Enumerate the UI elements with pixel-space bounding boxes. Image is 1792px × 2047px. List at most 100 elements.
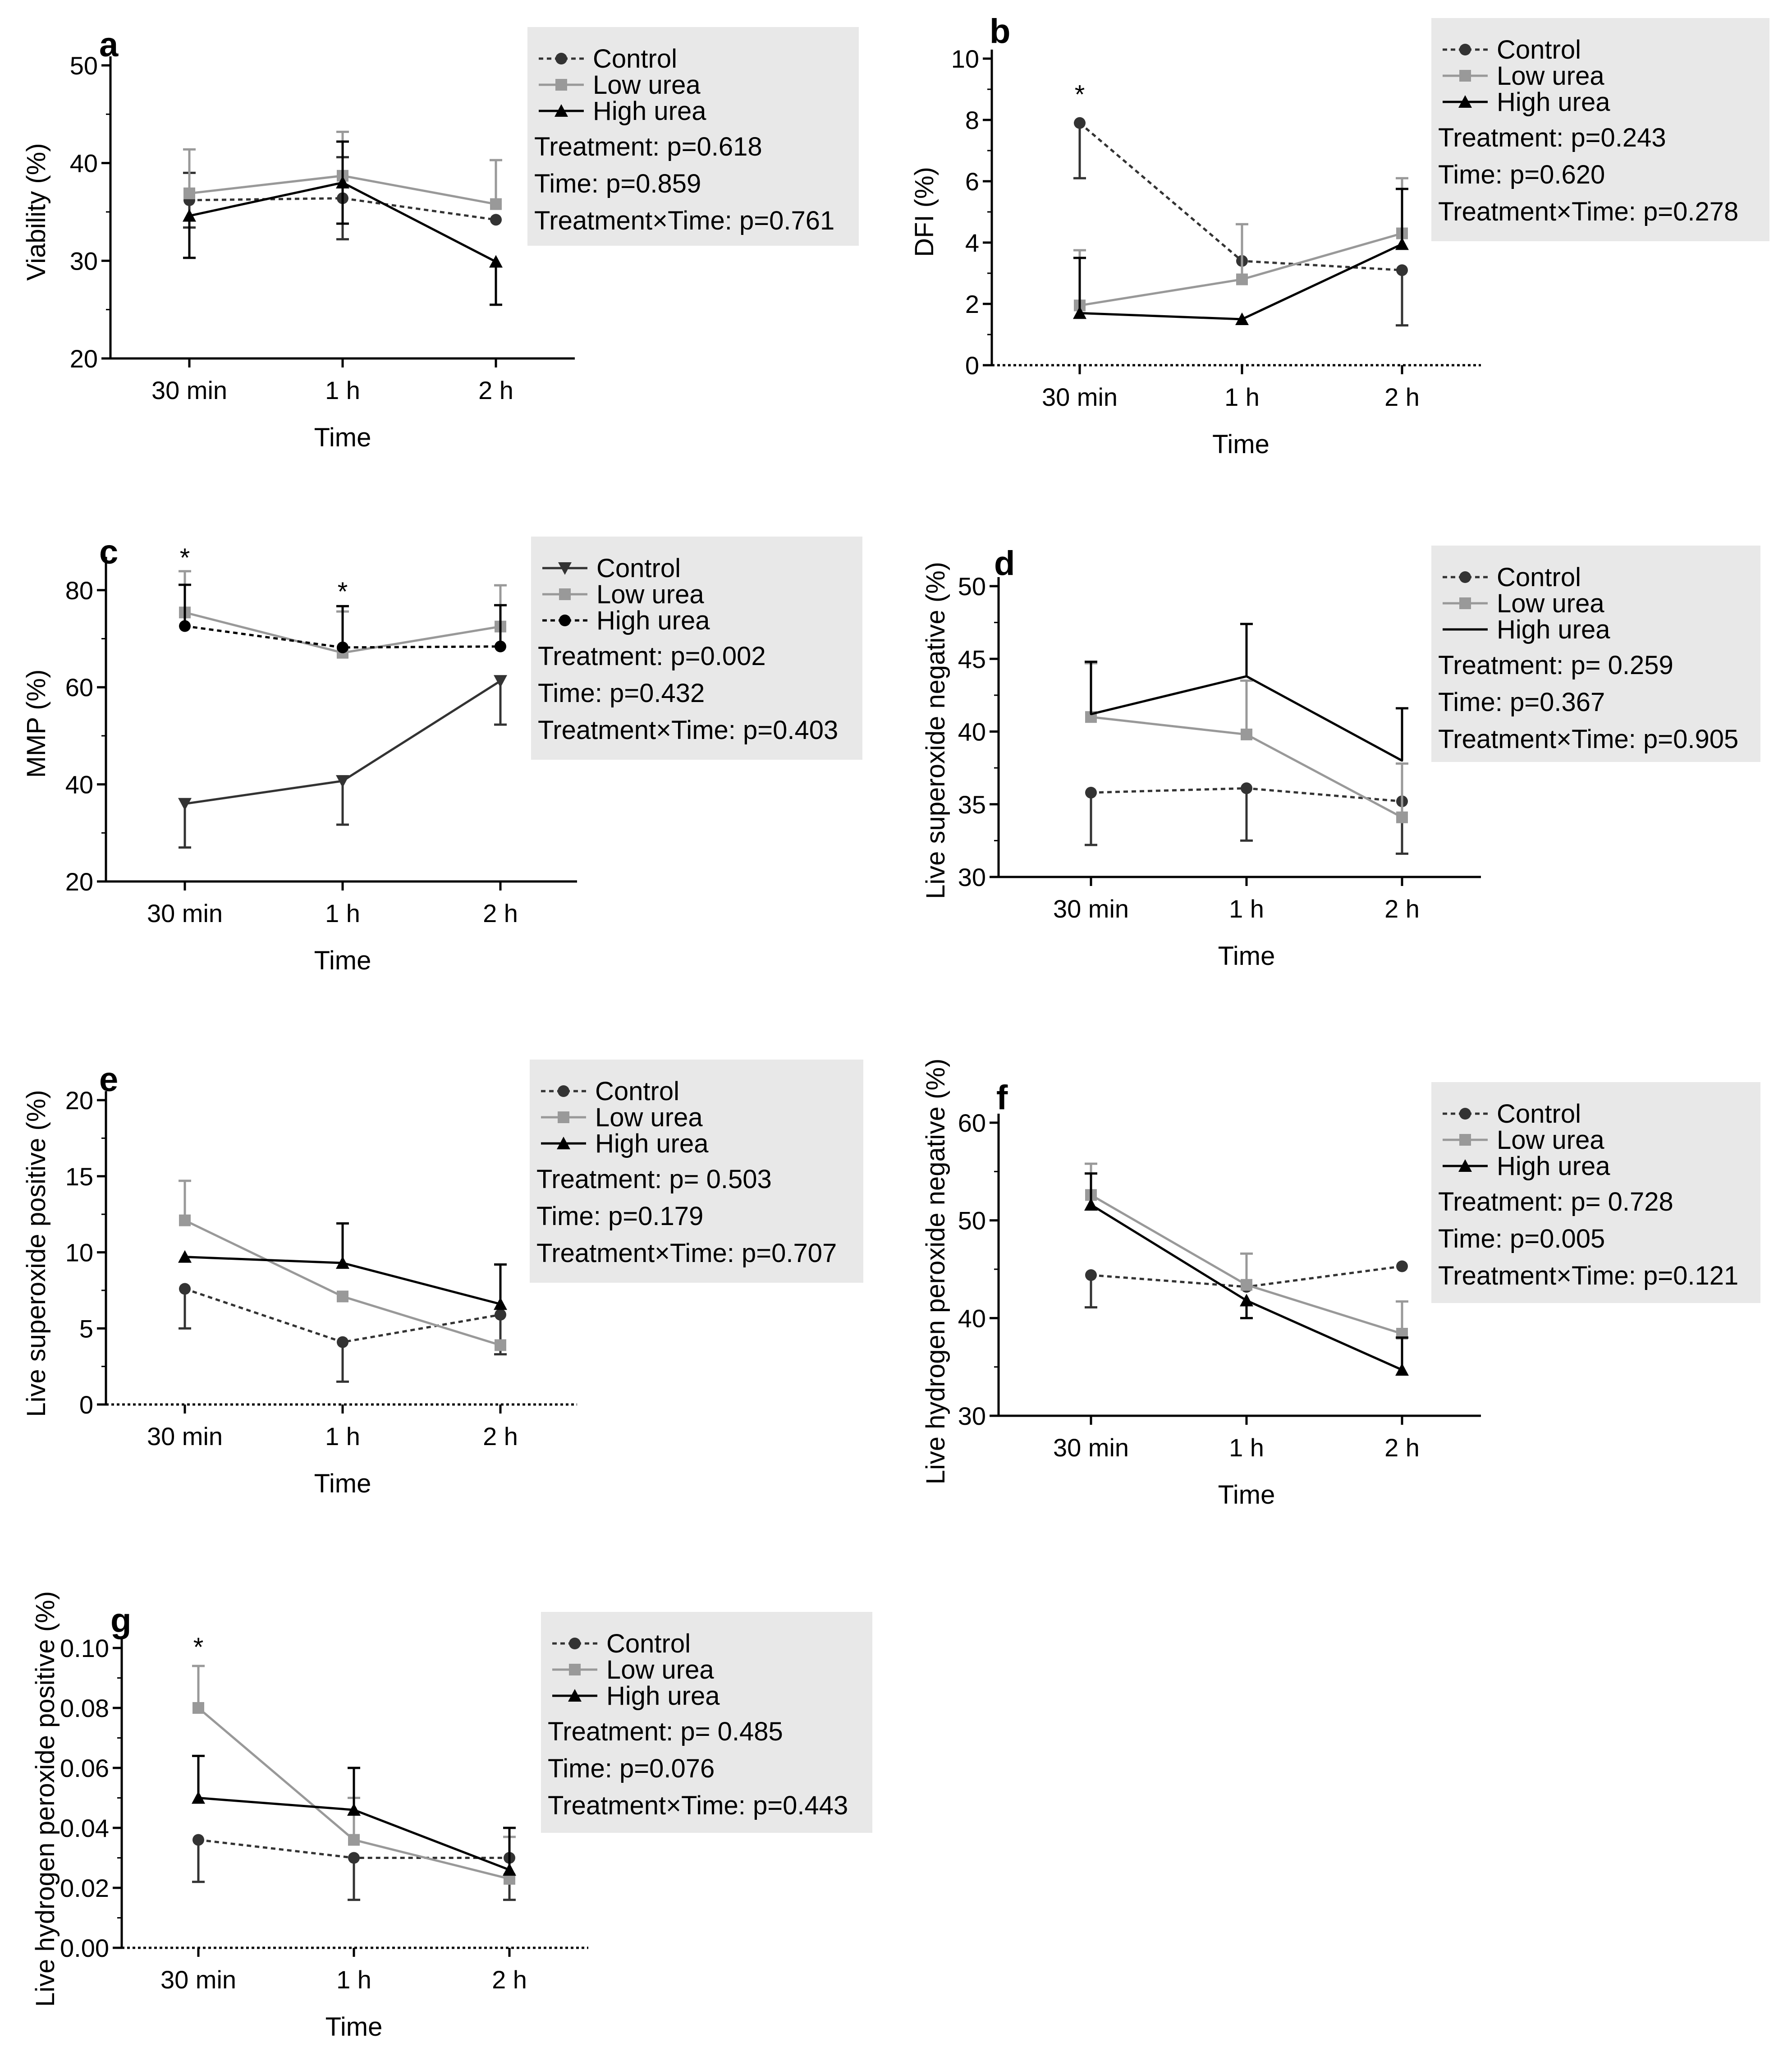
data-point xyxy=(495,1339,506,1351)
x-tick-label: 2 h xyxy=(492,1965,527,1994)
chart-panel-b: b 0 2 4 6 8 10 30 min 1 h 2 h Time DFI (%) * ControlL… xyxy=(910,12,1769,459)
chart-panel-a: a 20 30 40 50 30 min 1 h 2 h Time Viability (%) Co… xyxy=(22,26,859,452)
chart-panel-e: e 0 5 10 15 20 30 min 1 h 2 h Time Live superoxide… xyxy=(22,1060,863,1498)
y-tick-label: 8 xyxy=(965,106,979,134)
stat-p-value: Treatment×Time: p=0.121 xyxy=(1438,1261,1738,1290)
legend-marker xyxy=(557,1137,570,1149)
x-tick-label: 30 min xyxy=(1053,895,1129,923)
y-tick-label: 10 xyxy=(951,45,979,73)
panel-letter: a xyxy=(99,26,119,64)
data-point xyxy=(495,640,506,652)
x-tick-label: 2 h xyxy=(478,376,513,404)
x-tick-label: 1 h xyxy=(325,376,360,404)
data-point xyxy=(337,1336,348,1348)
y-tick-label: 35 xyxy=(958,790,986,819)
legend-entry: High urea xyxy=(1497,1152,1610,1181)
data-point xyxy=(348,1852,360,1864)
y-tick-label: 40 xyxy=(65,771,93,799)
series-low-urea xyxy=(183,130,502,210)
legend-entry: Control xyxy=(596,554,681,583)
legend-entry: Control xyxy=(1497,1099,1581,1129)
x-axis-title: Time xyxy=(314,1469,371,1498)
y-tick-label: 30 xyxy=(958,1402,986,1430)
legend-marker xyxy=(1458,95,1472,108)
y-tick-label: 2 xyxy=(965,290,979,318)
data-point xyxy=(1073,306,1086,319)
x-axis-title: Time xyxy=(1218,1480,1275,1510)
y-axis-title: MMP (%) xyxy=(22,670,51,778)
panel-letter: c xyxy=(99,533,118,571)
data-point xyxy=(489,255,503,268)
stat-p-value: Treatment: p= 0.259 xyxy=(1438,651,1673,680)
data-point xyxy=(1396,1260,1408,1272)
stat-p-value: Treatment: p=0.618 xyxy=(534,132,762,161)
legend-marker xyxy=(1459,44,1471,55)
legend-marker xyxy=(1458,1159,1472,1172)
chart-panel-f: f 30 40 50 60 30 min 1 h 2 h Time Live hydrogen p… xyxy=(921,1059,1760,1510)
series-high-urea xyxy=(1073,188,1409,325)
stat-p-value: Time: p=0.005 xyxy=(1438,1224,1605,1253)
data-point xyxy=(1396,811,1408,823)
y-tick-label: 60 xyxy=(65,673,93,702)
series-high-urea xyxy=(192,1754,516,1876)
significance-marker: * xyxy=(338,577,348,606)
data-point xyxy=(494,675,507,688)
stat-p-value: Treatment×Time: p=0.443 xyxy=(548,1791,848,1820)
y-tick-label: 40 xyxy=(958,1304,986,1332)
data-point xyxy=(336,775,349,788)
y-tick-label: 0.00 xyxy=(60,1934,109,1962)
y-tick-label: 4 xyxy=(965,229,979,257)
stat-p-value: Treatment×Time: p=0.707 xyxy=(536,1239,837,1268)
legend-entry: High urea xyxy=(1497,615,1610,644)
legend-entry: High urea xyxy=(1497,87,1610,117)
y-tick-label: 15 xyxy=(65,1162,93,1191)
series-high-urea xyxy=(183,140,503,306)
data-point xyxy=(1241,1279,1252,1291)
legend-entry: Control xyxy=(593,44,677,73)
legend-entry: Low urea xyxy=(1497,61,1604,91)
x-axis-title: Time xyxy=(325,2012,383,2042)
data-point xyxy=(495,1308,506,1321)
data-point xyxy=(1241,782,1252,794)
significance-marker: * xyxy=(193,1633,204,1662)
data-point xyxy=(179,620,191,632)
y-tick-label: 0.10 xyxy=(60,1634,109,1662)
legend-entry: Control xyxy=(1497,563,1581,592)
chart-panel-d: d 30 35 40 45 50 30 min 1 h 2 h Time Live superoxi… xyxy=(921,544,1760,971)
series-high-urea xyxy=(179,583,507,653)
stat-p-value: Time: p=0.076 xyxy=(548,1754,715,1783)
x-tick-label: 30 min xyxy=(1053,1433,1129,1462)
x-tick-label: 1 h xyxy=(1224,383,1260,411)
data-point xyxy=(179,1283,191,1295)
series-control xyxy=(179,1283,507,1383)
legend-entry: High urea xyxy=(595,1129,709,1158)
y-tick-label: 50 xyxy=(70,51,98,80)
data-point xyxy=(1085,786,1097,799)
stat-p-value: Treatment×Time: p=0.278 xyxy=(1438,197,1738,226)
x-tick-label: 1 h xyxy=(1229,1433,1264,1462)
x-tick-label: 1 h xyxy=(1229,895,1264,923)
legend-marker xyxy=(1459,597,1471,609)
y-tick-label: 40 xyxy=(958,718,986,746)
legend-entry: Low urea xyxy=(1497,589,1604,618)
data-point xyxy=(490,198,502,210)
data-point xyxy=(347,1803,361,1816)
legend-marker xyxy=(1459,571,1471,583)
x-tick-label: 30 min xyxy=(160,1965,236,1994)
data-point xyxy=(1246,675,1247,677)
legend-entry: Low urea xyxy=(596,580,704,609)
y-tick-label: 50 xyxy=(958,1207,986,1235)
x-tick-label: 1 h xyxy=(336,1965,371,1994)
legend-box xyxy=(530,1060,863,1283)
stat-p-value: Treatment×Time: p=0.403 xyxy=(538,716,838,745)
data-point xyxy=(183,209,196,222)
y-axis-title: Live superoxide negative (%) xyxy=(921,562,950,899)
stat-p-value: Treatment: p= 0.485 xyxy=(548,1717,783,1746)
y-tick-label: 20 xyxy=(70,344,98,373)
significance-marker: * xyxy=(180,543,190,573)
legend-marker xyxy=(555,104,568,117)
legend-marker xyxy=(559,588,571,600)
y-tick-label: 0.08 xyxy=(60,1694,109,1722)
y-tick-label: 5 xyxy=(79,1314,93,1343)
